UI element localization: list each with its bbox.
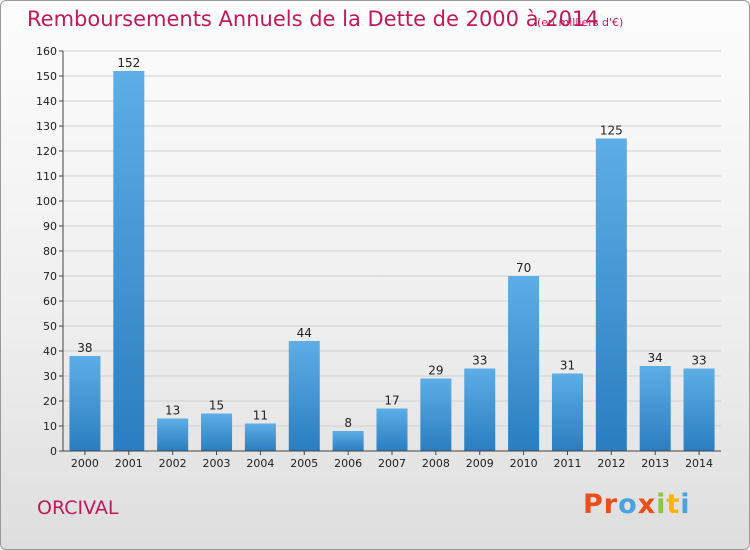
y-tick-label: 10: [43, 420, 57, 433]
y-tick-label: 110: [36, 170, 57, 183]
y-tick-label: 80: [43, 245, 57, 258]
y-tick-label: 140: [36, 95, 57, 108]
x-tick-label-2014: 2014: [685, 457, 713, 470]
y-tick-label: 20: [43, 395, 57, 408]
value-label-2006: 8: [344, 416, 352, 430]
x-tick-label-2006: 2006: [334, 457, 362, 470]
y-tick-label: 0: [50, 445, 57, 458]
commune-name: ORCIVAL: [37, 497, 119, 519]
bars: [69, 71, 715, 451]
value-label-2002: 13: [165, 404, 180, 418]
bar-2009: [464, 368, 496, 451]
x-tick-label-2011: 2011: [553, 457, 581, 470]
bar-2010: [508, 276, 540, 451]
x-tick-label-2002: 2002: [159, 457, 187, 470]
value-label-2013: 34: [648, 351, 663, 365]
x-tick-label-2013: 2013: [641, 457, 669, 470]
labels: 0 10 20 30 40 50 60 70 80 90 100 110 120 130 140 150 160…: [36, 45, 713, 470]
value-label-2012: 125: [600, 124, 623, 138]
bar-2013: [639, 366, 671, 451]
logo-letter: o: [618, 489, 638, 520]
bar-2006: [332, 431, 364, 451]
logo-letter: r: [603, 489, 619, 520]
y-tick-label: 30: [43, 370, 57, 383]
y-tick-label: 70: [43, 270, 57, 283]
value-label-2014: 33: [691, 354, 706, 368]
value-label-2000: 38: [77, 341, 92, 355]
x-tick-label-2005: 2005: [290, 457, 318, 470]
axes: [59, 50, 721, 455]
x-tick-label-2001: 2001: [115, 457, 143, 470]
value-label-2008: 29: [428, 364, 443, 378]
value-label-2003: 15: [209, 399, 224, 413]
x-tick-label-2010: 2010: [510, 457, 538, 470]
bar-2004: [244, 423, 276, 451]
value-label-2010: 70: [516, 261, 531, 275]
y-tick-label: 60: [43, 295, 57, 308]
logo-letter: P: [583, 489, 604, 520]
y-tick-label: 160: [36, 45, 57, 58]
x-tick-label-2003: 2003: [203, 457, 231, 470]
bar-2001: [113, 71, 145, 451]
bar-2012: [595, 138, 627, 451]
logo-letter: i: [680, 489, 691, 520]
value-label-2005: 44: [297, 326, 312, 340]
logo-letter: x: [637, 489, 657, 520]
y-tick-label: 150: [36, 70, 57, 83]
bar-2011: [551, 373, 583, 451]
x-tick-label-2012: 2012: [597, 457, 625, 470]
value-label-2009: 33: [472, 354, 487, 368]
bar-2005: [288, 341, 320, 451]
bar-2000: [69, 356, 101, 451]
value-label-2007: 17: [384, 394, 399, 408]
value-label-2011: 31: [560, 359, 575, 373]
x-tick-label-2004: 2004: [246, 457, 274, 470]
bar-2014: [683, 368, 715, 451]
bar-2003: [201, 413, 233, 451]
x-tick-label-2008: 2008: [422, 457, 450, 470]
chart-subtitle: (en milliers d'€): [537, 16, 624, 29]
y-tick-label: 50: [43, 320, 57, 333]
proxiti-logo: Proxiti: [583, 489, 691, 520]
value-label-2001: 152: [117, 56, 140, 70]
logo-letter: i: [656, 489, 667, 520]
x-tick-label-2000: 2000: [71, 457, 99, 470]
y-tick-label: 120: [36, 145, 57, 158]
chart-title: Remboursements Annuels de la Dette de 20…: [27, 7, 599, 31]
value-label-2004: 11: [253, 409, 268, 423]
y-tick-label: 100: [36, 195, 57, 208]
bar-2002: [157, 418, 189, 451]
logo-letter: t: [666, 489, 681, 520]
x-tick-label-2009: 2009: [466, 457, 494, 470]
y-tick-label: 40: [43, 345, 57, 358]
y-tick-label: 130: [36, 120, 57, 133]
x-tick-label-2007: 2007: [378, 457, 406, 470]
bar-2007: [376, 408, 408, 451]
y-tick-label: 90: [43, 220, 57, 233]
bar-2008: [420, 378, 452, 451]
